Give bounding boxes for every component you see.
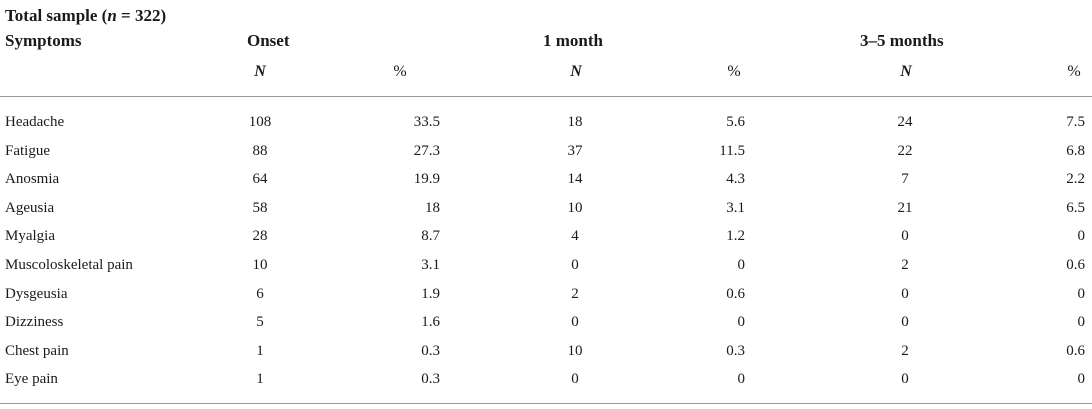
- cell-1-month-pct: 0: [737, 257, 746, 273]
- table-row: Ageusia 58 18 10 3.1 21 6.5: [0, 194, 1092, 222]
- cell-1-month-pct: 3.1: [726, 199, 745, 216]
- header-1-month: 1 month: [543, 31, 603, 50]
- cell-onset-pct: 1.6: [421, 314, 440, 331]
- cell-onset-n: 1: [256, 371, 264, 388]
- cell-1-month-n: 0: [571, 371, 579, 388]
- cell-symptom: Myalgia: [5, 228, 55, 245]
- cell-1-month-n: 14: [567, 171, 583, 188]
- subheader-1-month-n: N: [570, 63, 582, 80]
- cell-3-5-months-n: 21: [897, 199, 913, 216]
- subheader-1-month-pct: %: [727, 63, 741, 80]
- cell-onset-pct: 0.3: [421, 342, 440, 359]
- cell-symptom: Muscoloskeletal pain: [5, 257, 133, 273]
- cell-onset-n: 10: [252, 257, 268, 273]
- table-row: Anosmia 64 19.9 14 4.3 7 2.2: [0, 165, 1092, 193]
- cell-symptom: Dizziness: [5, 314, 64, 331]
- cell-onset-n: 64: [252, 171, 268, 188]
- cell-symptom: Fatigue: [5, 142, 50, 159]
- table-row: Muscoloskeletal pain 10 3.1 0 0 2 0.6: [0, 251, 1092, 279]
- cell-symptom: Chest pain: [5, 342, 69, 359]
- cell-onset-pct: 8.7: [421, 228, 440, 245]
- cell-1-month-pct: 0.6: [726, 285, 745, 302]
- table-row: Headache 108 33.5 18 5.6 24 7.5: [0, 108, 1092, 136]
- cell-3-5-months-pct: 7.5: [1066, 114, 1085, 130]
- table-row: Eye pain 1 0.3 0 0 0 0: [0, 365, 1092, 393]
- cell-3-5-months-pct: 0: [1077, 371, 1086, 388]
- table-row: Dysgeusia 6 1.9 2 0.6 0 0: [0, 280, 1092, 308]
- cell-onset-n: 88: [252, 142, 268, 159]
- header-divider: [0, 96, 1092, 97]
- cell-3-5-months-pct: 0: [1077, 314, 1086, 331]
- header-3-5-months: 3–5 months: [860, 31, 944, 50]
- cell-1-month-n: 37: [567, 142, 583, 159]
- cell-onset-n: 1: [256, 342, 264, 359]
- cell-symptom: Ageusia: [5, 199, 55, 216]
- cell-onset-n: 58: [252, 199, 268, 216]
- table-row: Myalgia 28 8.7 4 1.2 0 0: [0, 222, 1092, 250]
- cell-3-5-months-pct: 0: [1077, 228, 1086, 245]
- cell-onset-pct: 19.9: [413, 171, 440, 188]
- header-onset: Onset: [247, 31, 290, 50]
- cell-1-month-n: 4: [571, 228, 579, 245]
- table-row: Dizziness 5 1.6 0 0 0 0: [0, 308, 1092, 336]
- cell-3-5-months-pct: 2.2: [1066, 171, 1085, 188]
- table-row: Fatigue 88 27.3 37 11.5 22 6.8: [0, 137, 1092, 165]
- cell-3-5-months-n: 2: [901, 257, 909, 273]
- cell-3-5-months-n: 0: [901, 371, 909, 388]
- cell-1-month-n: 0: [571, 257, 579, 273]
- cell-3-5-months-n: 7: [901, 171, 909, 188]
- caption-prefix: Total sample (: [5, 6, 108, 25]
- cell-symptom: Headache: [5, 114, 65, 130]
- cell-onset-n: 28: [252, 228, 268, 245]
- cell-onset-n: 5: [256, 314, 264, 331]
- cell-3-5-months-n: 22: [897, 142, 913, 159]
- header-symptoms: Symptoms: [5, 31, 82, 50]
- cell-1-month-n: 2: [571, 285, 579, 302]
- cell-symptom: Anosmia: [5, 171, 60, 188]
- cell-3-5-months-pct: 6.5: [1066, 199, 1085, 216]
- cell-onset-pct: 18: [425, 199, 440, 216]
- cell-onset-pct: 33.5: [413, 114, 440, 130]
- cell-1-month-pct: 0: [737, 314, 746, 331]
- subheader-onset-pct: %: [393, 63, 407, 80]
- caption-n-symbol: n: [107, 6, 117, 25]
- cell-3-5-months-pct: 0: [1077, 285, 1086, 302]
- cell-onset-pct: 27.3: [413, 142, 440, 159]
- caption-suffix: = 322): [116, 6, 167, 25]
- table-bottom-rule: [0, 403, 1092, 404]
- cell-1-month-n: 18: [567, 114, 583, 130]
- cell-1-month-pct: 0: [737, 371, 746, 388]
- subheader-3-5-months-pct: %: [1067, 63, 1081, 80]
- cell-3-5-months-pct: 0.6: [1066, 342, 1085, 359]
- cell-1-month-n: 0: [571, 314, 579, 331]
- cell-3-5-months-pct: 0.6: [1066, 257, 1085, 273]
- cell-1-month-n: 10: [567, 342, 583, 359]
- cell-3-5-months-n: 2: [901, 342, 909, 359]
- cell-onset-n: 6: [256, 285, 264, 302]
- cell-onset-pct: 0.3: [421, 371, 440, 388]
- cell-1-month-pct: 1.2: [726, 228, 745, 245]
- cell-3-5-months-pct: 6.8: [1066, 142, 1085, 159]
- cell-1-month-pct: 11.5: [719, 142, 745, 159]
- cell-symptom: Eye pain: [5, 371, 58, 388]
- cell-1-month-pct: 4.3: [726, 171, 745, 188]
- cell-1-month-pct: 0.3: [726, 342, 745, 359]
- cell-3-5-months-n: 0: [901, 314, 909, 331]
- cell-1-month-pct: 5.6: [726, 114, 745, 130]
- cell-symptom: Dysgeusia: [5, 285, 68, 302]
- cell-3-5-months-n: 24: [897, 114, 913, 130]
- cell-onset-pct: 3.1: [421, 257, 440, 273]
- cell-onset-pct: 1.9: [421, 285, 440, 302]
- cell-onset-n: 108: [248, 114, 272, 130]
- subheader-onset-n: N: [254, 63, 266, 80]
- table-row: Chest pain 1 0.3 10 0.3 2 0.6: [0, 337, 1092, 365]
- cell-1-month-n: 10: [567, 199, 583, 216]
- cell-3-5-months-n: 0: [901, 285, 909, 302]
- cell-3-5-months-n: 0: [901, 228, 909, 245]
- subheader-3-5-months-n: N: [900, 63, 912, 80]
- table-caption: Total sample (n = 322): [5, 4, 166, 28]
